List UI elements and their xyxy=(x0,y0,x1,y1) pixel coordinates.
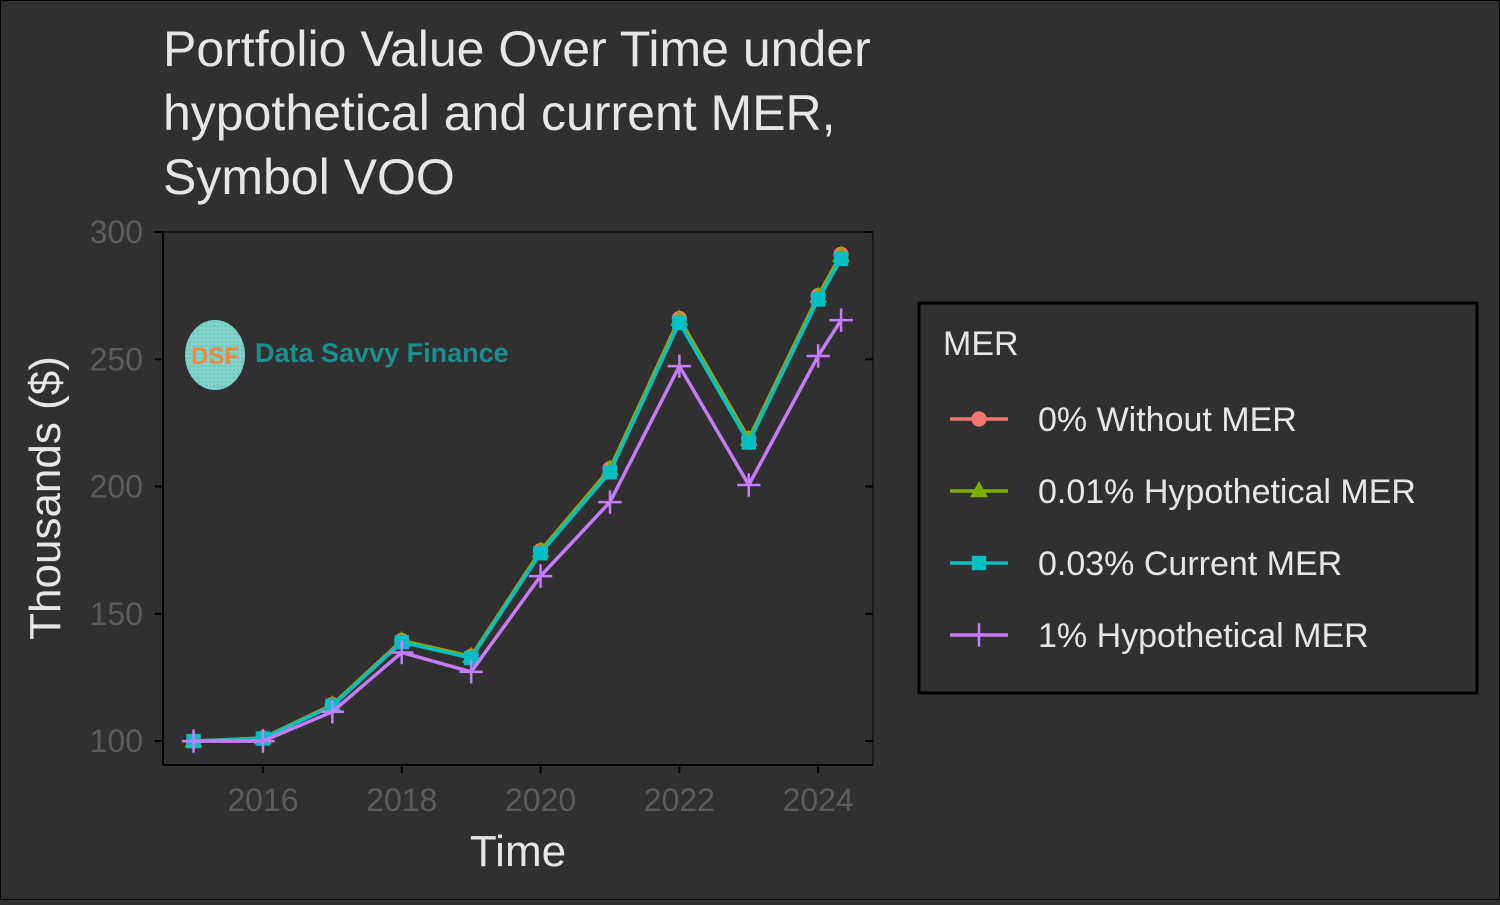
legend-label: 1% Hypothetical MER xyxy=(1038,617,1369,655)
data-point xyxy=(251,729,275,753)
x-axis-title: Time xyxy=(470,827,566,876)
data-point xyxy=(829,308,853,332)
data-point xyxy=(833,251,849,267)
data-point xyxy=(533,546,548,561)
legend-title: MER xyxy=(943,325,1019,363)
data-point xyxy=(598,490,622,514)
legend-label: 0.03% Current MER xyxy=(1038,545,1342,583)
logo-badge xyxy=(185,320,245,390)
y-axis-title: Thousands ($) xyxy=(21,356,70,640)
data-point xyxy=(602,465,618,480)
logo-name: Data Savvy Finance xyxy=(255,338,509,368)
data-point xyxy=(459,660,483,684)
legend-key-marker xyxy=(971,411,987,427)
x-tick-label: 2018 xyxy=(366,782,437,818)
chart-title: Portfolio Value Over Time under xyxy=(163,21,871,77)
data-point xyxy=(390,640,414,665)
data-point xyxy=(320,700,345,724)
legend-label: 0% Without MER xyxy=(1038,401,1297,439)
data-point xyxy=(737,473,761,497)
x-tick-label: 2020 xyxy=(505,782,576,818)
legend-key-marker xyxy=(971,555,987,571)
y-tick-label: 300 xyxy=(90,214,143,250)
legend-key-marker xyxy=(967,623,991,647)
data-point xyxy=(181,729,206,753)
legend-box xyxy=(917,301,1479,695)
y-tick-label: 100 xyxy=(90,723,143,759)
logo-initials: DSF xyxy=(191,343,239,370)
x-tick-label: 2022 xyxy=(644,782,715,818)
y-tick-label: 150 xyxy=(90,596,143,632)
data-point xyxy=(528,564,553,588)
data-point xyxy=(810,292,826,307)
legend-label: 0.01% Hypothetical MER xyxy=(1038,473,1416,511)
chart-title: hypothetical and current MER, xyxy=(163,85,836,141)
y-tick-label: 200 xyxy=(90,469,143,505)
data-point xyxy=(672,315,687,331)
data-point xyxy=(667,354,692,378)
legend-key-marker xyxy=(970,481,988,498)
x-tick-label: 2016 xyxy=(227,782,298,818)
y-tick-label: 250 xyxy=(90,341,143,377)
data-point xyxy=(463,650,479,666)
chart-title: Symbol VOO xyxy=(163,149,455,205)
data-point xyxy=(806,344,830,368)
data-point xyxy=(741,435,756,450)
x-tick-label: 2024 xyxy=(783,782,854,818)
